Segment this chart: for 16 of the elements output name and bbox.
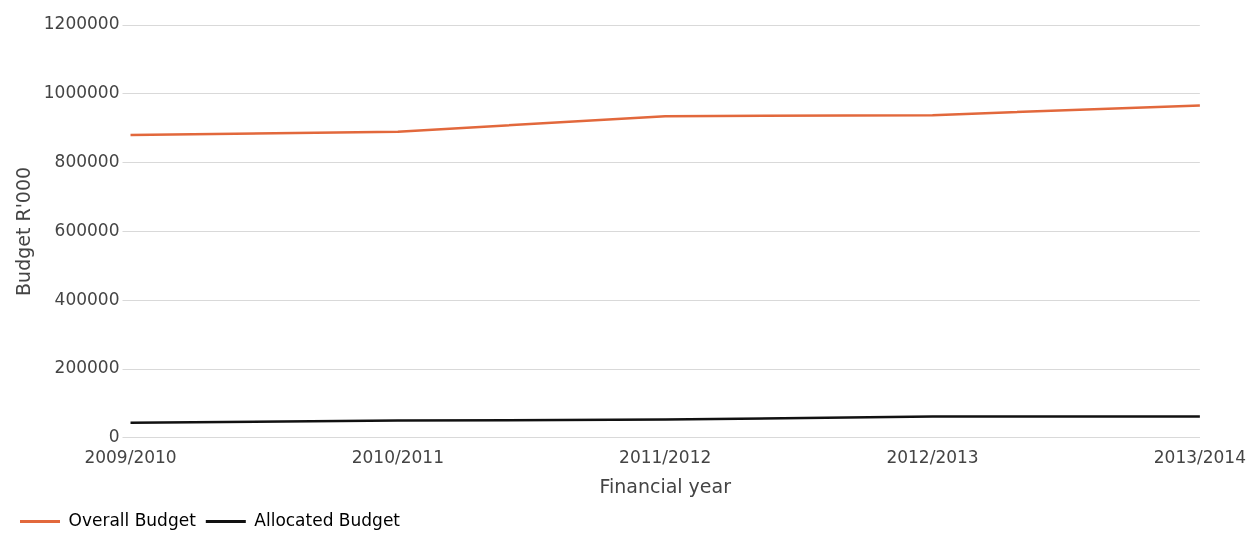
y-tick-label: 1200000 [43, 13, 120, 34]
x-axis-title: Financial year [599, 474, 732, 497]
y-axis-title: Budget R'000 [12, 166, 35, 296]
x-tick-label: 2011/2012 [619, 447, 712, 468]
y-tick-label: 800000 [54, 151, 120, 172]
y-tick-label: 1000000 [43, 82, 120, 103]
y-tick-label: 200000 [54, 357, 120, 378]
y-tick-label: 0 [108, 426, 120, 447]
legend-label: Allocated Budget [254, 509, 401, 530]
y-tick-label: 400000 [54, 288, 120, 309]
x-tick-label: 2013/2014 [1153, 447, 1247, 468]
x-tick-label: 2010/2011 [351, 447, 444, 468]
y-tick-label: 600000 [54, 219, 120, 240]
x-tick-label: 2012/2013 [886, 447, 979, 468]
legend-label: Overall Budget [68, 509, 197, 530]
x-tick-label: 2009/2010 [84, 447, 177, 468]
